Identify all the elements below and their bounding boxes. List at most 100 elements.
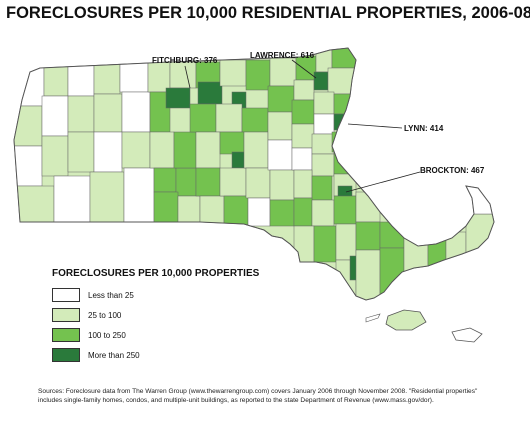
legend-swatch-more-than-250 bbox=[52, 348, 80, 362]
town-region bbox=[313, 91, 335, 115]
town-region bbox=[311, 133, 335, 155]
town-region bbox=[291, 99, 315, 125]
legend-label: 100 to 250 bbox=[88, 330, 126, 340]
legend-label: Less than 25 bbox=[88, 290, 134, 300]
town-region bbox=[293, 79, 315, 101]
town-region bbox=[245, 59, 271, 91]
sources-note: Sources: Foreclosure data from The Warre… bbox=[38, 388, 478, 404]
town-region bbox=[43, 65, 69, 97]
town-region bbox=[119, 61, 149, 93]
town-region bbox=[331, 131, 347, 153]
town-region bbox=[153, 191, 179, 227]
town-region bbox=[219, 131, 245, 155]
town-region bbox=[93, 93, 123, 133]
lawrence-leader bbox=[291, 59, 317, 79]
town-region bbox=[14, 105, 43, 147]
legend-title: FORECLOSURES PER 10,000 PROPERTIES bbox=[52, 268, 260, 279]
town-region bbox=[173, 131, 197, 169]
legend-swatch-less-than-25 bbox=[52, 288, 80, 302]
callout-lawrence: LAWRENCE: 616 bbox=[250, 51, 315, 60]
town-region bbox=[291, 147, 313, 171]
town-region bbox=[269, 57, 297, 87]
town-region bbox=[165, 87, 191, 109]
town-region bbox=[121, 131, 151, 169]
town-region bbox=[14, 185, 55, 227]
fitchburg-leader bbox=[184, 65, 191, 89]
legend-item: 25 to 100 bbox=[52, 305, 259, 325]
town-region bbox=[14, 65, 45, 107]
brockton-leader bbox=[345, 171, 421, 193]
legend-label: 25 to 100 bbox=[88, 310, 122, 320]
town-region bbox=[293, 197, 313, 227]
town-region bbox=[333, 93, 355, 115]
town-region bbox=[41, 95, 69, 137]
town-region bbox=[219, 59, 247, 87]
elizabeth-islands bbox=[365, 313, 381, 323]
town-region bbox=[267, 111, 293, 141]
town-region bbox=[311, 199, 335, 227]
town-region bbox=[195, 167, 221, 197]
town-region bbox=[313, 113, 335, 135]
town-region bbox=[293, 225, 315, 263]
nantucket-island bbox=[451, 327, 483, 343]
town-region bbox=[269, 199, 295, 227]
legend-item: More than 250 bbox=[52, 345, 259, 365]
town-region bbox=[175, 167, 197, 197]
legend-item: 100 to 250 bbox=[52, 325, 259, 345]
town-region bbox=[343, 117, 355, 135]
town-region bbox=[67, 63, 95, 97]
lynn-leader bbox=[347, 123, 403, 129]
town-region bbox=[67, 131, 95, 173]
legend: FORECLOSURES PER 10,000 PROPERTIES Less … bbox=[52, 268, 259, 365]
legend-swatch-25-to-100 bbox=[52, 308, 80, 322]
callout-fitchburg: FITCHBURG: 376 bbox=[152, 56, 218, 65]
callout-lynn: LYNN: 414 bbox=[404, 124, 444, 133]
town-region bbox=[93, 131, 123, 173]
town-region bbox=[215, 103, 243, 133]
town-region bbox=[355, 249, 381, 300]
town-region bbox=[89, 171, 125, 227]
town-region bbox=[313, 225, 337, 263]
legend-label: More than 250 bbox=[88, 350, 140, 360]
town-region bbox=[195, 131, 221, 169]
callout-brockton: BROCKTON: 467 bbox=[420, 166, 485, 175]
town-region bbox=[123, 167, 155, 227]
town-region bbox=[333, 151, 355, 175]
town-region bbox=[335, 223, 357, 261]
town-region bbox=[241, 107, 269, 133]
town-region bbox=[41, 135, 69, 177]
town-region bbox=[199, 195, 225, 227]
town-region bbox=[197, 81, 223, 105]
town-region bbox=[149, 131, 175, 169]
town-region bbox=[291, 123, 315, 149]
town-region bbox=[247, 197, 271, 227]
town-region bbox=[445, 231, 467, 263]
legend-item: Less than 25 bbox=[52, 285, 259, 305]
town-region bbox=[93, 63, 121, 95]
town-region bbox=[269, 169, 295, 201]
town-region bbox=[245, 167, 271, 199]
town-region bbox=[14, 145, 43, 187]
town-region bbox=[243, 131, 269, 169]
town-region bbox=[53, 175, 91, 227]
town-region bbox=[67, 95, 95, 133]
town-region bbox=[153, 167, 177, 193]
town-region bbox=[267, 85, 295, 113]
marthas-vineyard-island bbox=[385, 309, 427, 331]
town-region bbox=[311, 153, 335, 177]
map-title: FORECLOSURES PER 10,000 RESIDENTIAL PROP… bbox=[6, 4, 530, 22]
town-region bbox=[219, 167, 247, 197]
town-region bbox=[333, 113, 347, 131]
town-region bbox=[121, 91, 151, 133]
town-region bbox=[355, 221, 381, 251]
town-region bbox=[293, 169, 313, 199]
legend-swatch-100-to-250 bbox=[52, 328, 80, 342]
town-region bbox=[333, 195, 357, 225]
town-region bbox=[169, 61, 197, 89]
town-region bbox=[147, 61, 171, 93]
town-region bbox=[267, 139, 293, 171]
town-region bbox=[189, 103, 217, 133]
town-region bbox=[223, 195, 249, 227]
town-region bbox=[311, 175, 333, 201]
